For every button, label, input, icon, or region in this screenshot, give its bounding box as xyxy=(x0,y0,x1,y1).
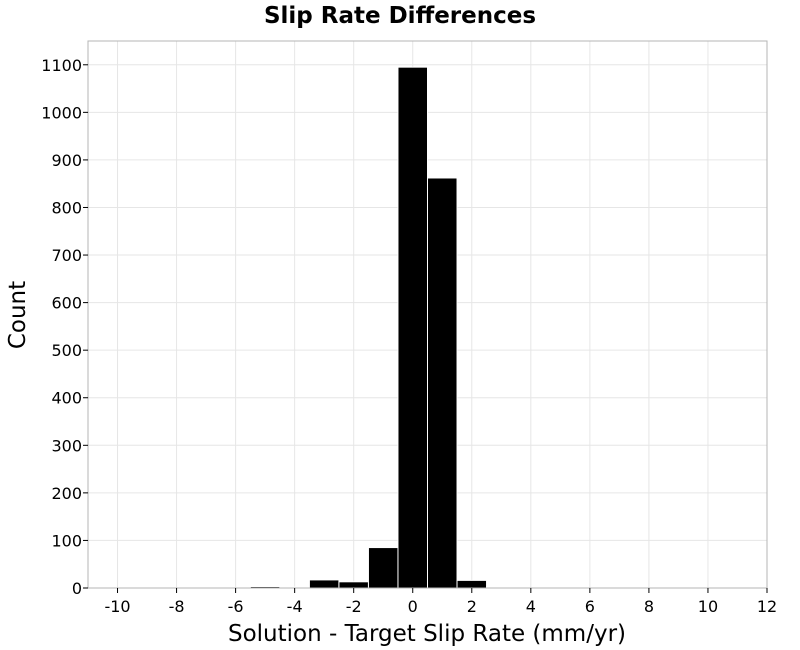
y-tick-label: 100 xyxy=(51,531,82,550)
histogram-bar xyxy=(308,579,340,589)
x-axis-ticks: -10 -8 -6 -4 -2 0 2 4 6 8 10 12 xyxy=(104,588,777,616)
x-tick-label: 4 xyxy=(526,597,536,616)
histogram-bar xyxy=(456,579,488,589)
plot-frame xyxy=(87,40,768,589)
x-tick-label: -10 xyxy=(104,597,130,616)
chart-title: Slip Rate Differences xyxy=(264,3,536,29)
histogram-bar xyxy=(338,581,369,589)
y-tick-label: 0 xyxy=(72,579,82,598)
x-tick-label: 12 xyxy=(757,597,777,616)
x-tick-label: 6 xyxy=(585,597,595,616)
x-axis-label: Solution - Target Slip Rate (mm/yr) xyxy=(228,621,626,647)
histogram-bar xyxy=(397,66,429,589)
x-tick-label: 8 xyxy=(644,597,654,616)
x-tick-label: -4 xyxy=(287,597,303,616)
y-tick-label: 600 xyxy=(51,294,82,313)
y-tick-label: 800 xyxy=(51,198,82,217)
bars xyxy=(249,66,517,589)
x-tick-label: -2 xyxy=(346,597,362,616)
x-tick-label: -6 xyxy=(228,597,244,616)
y-tick-label: 1100 xyxy=(41,56,82,75)
x-tick-label: 0 xyxy=(408,597,418,616)
histogram-bar xyxy=(427,177,458,589)
x-tick-label: -8 xyxy=(169,597,185,616)
y-axis-label: Count xyxy=(5,281,31,349)
x-tick-label: 2 xyxy=(467,597,477,616)
histogram-bar xyxy=(367,547,399,589)
y-tick-label: 900 xyxy=(51,151,82,170)
y-tick-label: 500 xyxy=(51,341,82,360)
y-tick-label: 700 xyxy=(51,246,82,265)
y-tick-label: 200 xyxy=(51,484,82,503)
y-axis-ticks: 0 100 200 300 400 500 600 700 800 900 1000 1100 xyxy=(41,56,88,598)
y-tick-label: 300 xyxy=(51,436,82,455)
y-tick-label: 400 xyxy=(51,389,82,408)
y-tick-label: 1000 xyxy=(41,103,82,122)
x-tick-label: 10 xyxy=(698,597,718,616)
